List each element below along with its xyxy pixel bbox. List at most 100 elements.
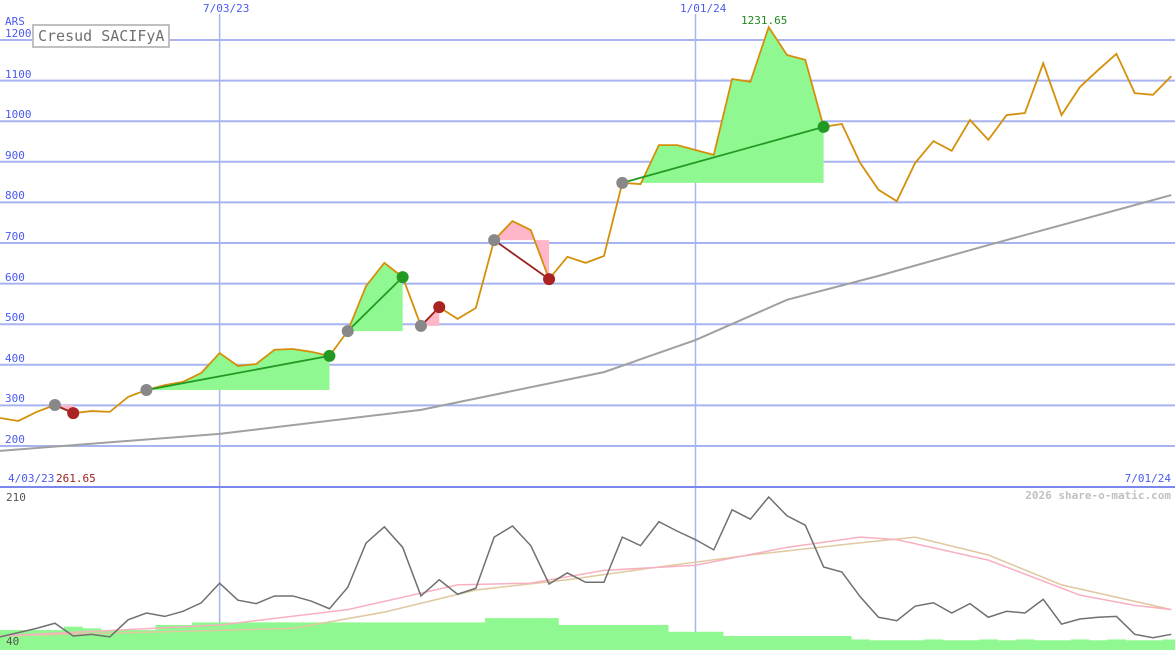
volume-bar (759, 636, 779, 650)
volume-bar (301, 622, 321, 650)
volume-bar (1070, 639, 1090, 650)
y-tick-label: 1100 (5, 67, 32, 81)
volume-bar (283, 622, 303, 650)
y-tick-label: 1000 (5, 108, 32, 122)
y-tick-label: 700 (5, 230, 25, 243)
volume-bar (979, 639, 998, 650)
volume-bar (210, 622, 230, 650)
volume-bar (503, 618, 523, 650)
volume-bar (375, 622, 394, 650)
volume-bar (228, 622, 248, 650)
indicator-top-label: 210 (6, 491, 26, 504)
y-tick-label: 600 (5, 270, 25, 284)
volume-bar (924, 639, 944, 650)
y-tick-label: 400 (5, 351, 25, 365)
trade-area (146, 348, 330, 390)
volume-bar (814, 636, 834, 650)
y-axis-unit: ARS (5, 15, 25, 28)
x-tick-label: 1/01/24 (680, 2, 727, 15)
volume-bar (118, 630, 138, 650)
y-tick-label: 900 (5, 148, 25, 162)
volume-bar (613, 624, 632, 650)
y-tick-label: 200 (5, 433, 25, 446)
volume-bar (777, 636, 797, 650)
volume-bar (594, 624, 614, 650)
volume-bar (100, 630, 120, 650)
volume-bar (869, 640, 889, 650)
volume-bar (851, 639, 870, 650)
volume-bar (539, 618, 559, 650)
trade-line (622, 126, 824, 184)
volume-bar (649, 624, 669, 650)
volume-bar (1052, 640, 1072, 650)
volume-bar (1107, 639, 1127, 650)
low-label: 261.65 (56, 472, 96, 485)
trade-area (494, 221, 550, 280)
volume-bar (411, 622, 431, 650)
exit-marker (543, 273, 556, 286)
volume-bar (430, 622, 449, 650)
exit-marker (323, 349, 336, 362)
oscillator-line (0, 495, 1172, 639)
price-line (0, 25, 1172, 422)
volume-bar (320, 622, 340, 650)
y-tick-label: 1200 (5, 27, 32, 40)
exit-marker (433, 301, 446, 314)
volume-bar (0, 630, 10, 650)
start-date-label: 4/03/23 (8, 472, 55, 485)
slow-average-line (0, 536, 1172, 637)
volume-bar (960, 640, 980, 650)
volume-bar (64, 626, 83, 650)
exit-marker (817, 120, 830, 133)
volume-bar (1143, 640, 1163, 650)
entry-marker (488, 234, 501, 247)
trade-line (347, 276, 404, 332)
volume-bar (887, 640, 907, 650)
volume-bar (796, 636, 815, 650)
fast-average-line (0, 536, 1172, 637)
chart-title: Cresud SACIFyA (32, 24, 171, 48)
volume-bar (1088, 640, 1108, 650)
volume-bar (1125, 640, 1145, 650)
entry-marker (140, 383, 153, 396)
high-label: 1231.65 (741, 14, 788, 27)
y-tick-label: 800 (5, 189, 25, 203)
x-tick-label: 7/03/23 (203, 2, 250, 15)
watermark: 2026 share-o-matic.com (1025, 489, 1171, 502)
end-date-label: 7/01/24 (1124, 472, 1171, 485)
volume-bar (741, 636, 761, 650)
volume-bar (997, 640, 1017, 650)
volume-bar (668, 631, 687, 650)
volume-bar (1034, 640, 1053, 650)
exit-marker (396, 271, 409, 284)
volume-bar (576, 624, 596, 650)
volume-bar (1015, 639, 1035, 650)
volume-bar (247, 622, 266, 650)
volume-bar (942, 640, 962, 650)
volume-bar (521, 618, 541, 650)
volume-bar (173, 624, 193, 650)
volume-bar (137, 630, 157, 650)
volume-bar (466, 622, 486, 650)
volume-bar (905, 640, 925, 650)
entry-marker (341, 325, 354, 338)
exit-marker (67, 407, 80, 420)
entry-marker (414, 319, 427, 332)
volume-bar (192, 622, 211, 650)
y-tick-label: 500 (5, 311, 25, 325)
volume-bar (448, 622, 468, 650)
volume-bar (393, 622, 413, 650)
volume-bar (338, 622, 358, 650)
indicator-bottom-label: 40 (6, 635, 20, 648)
volume-bar (27, 630, 47, 650)
volume-bar (1162, 639, 1175, 650)
moving-average-line (0, 194, 1172, 452)
volume-bar (686, 631, 706, 650)
volume-bar (356, 622, 376, 650)
volume-bar (704, 631, 724, 650)
trade-area (347, 262, 403, 332)
volume-bar (832, 636, 852, 650)
trade-line (493, 239, 550, 280)
volume-bar (265, 622, 285, 650)
